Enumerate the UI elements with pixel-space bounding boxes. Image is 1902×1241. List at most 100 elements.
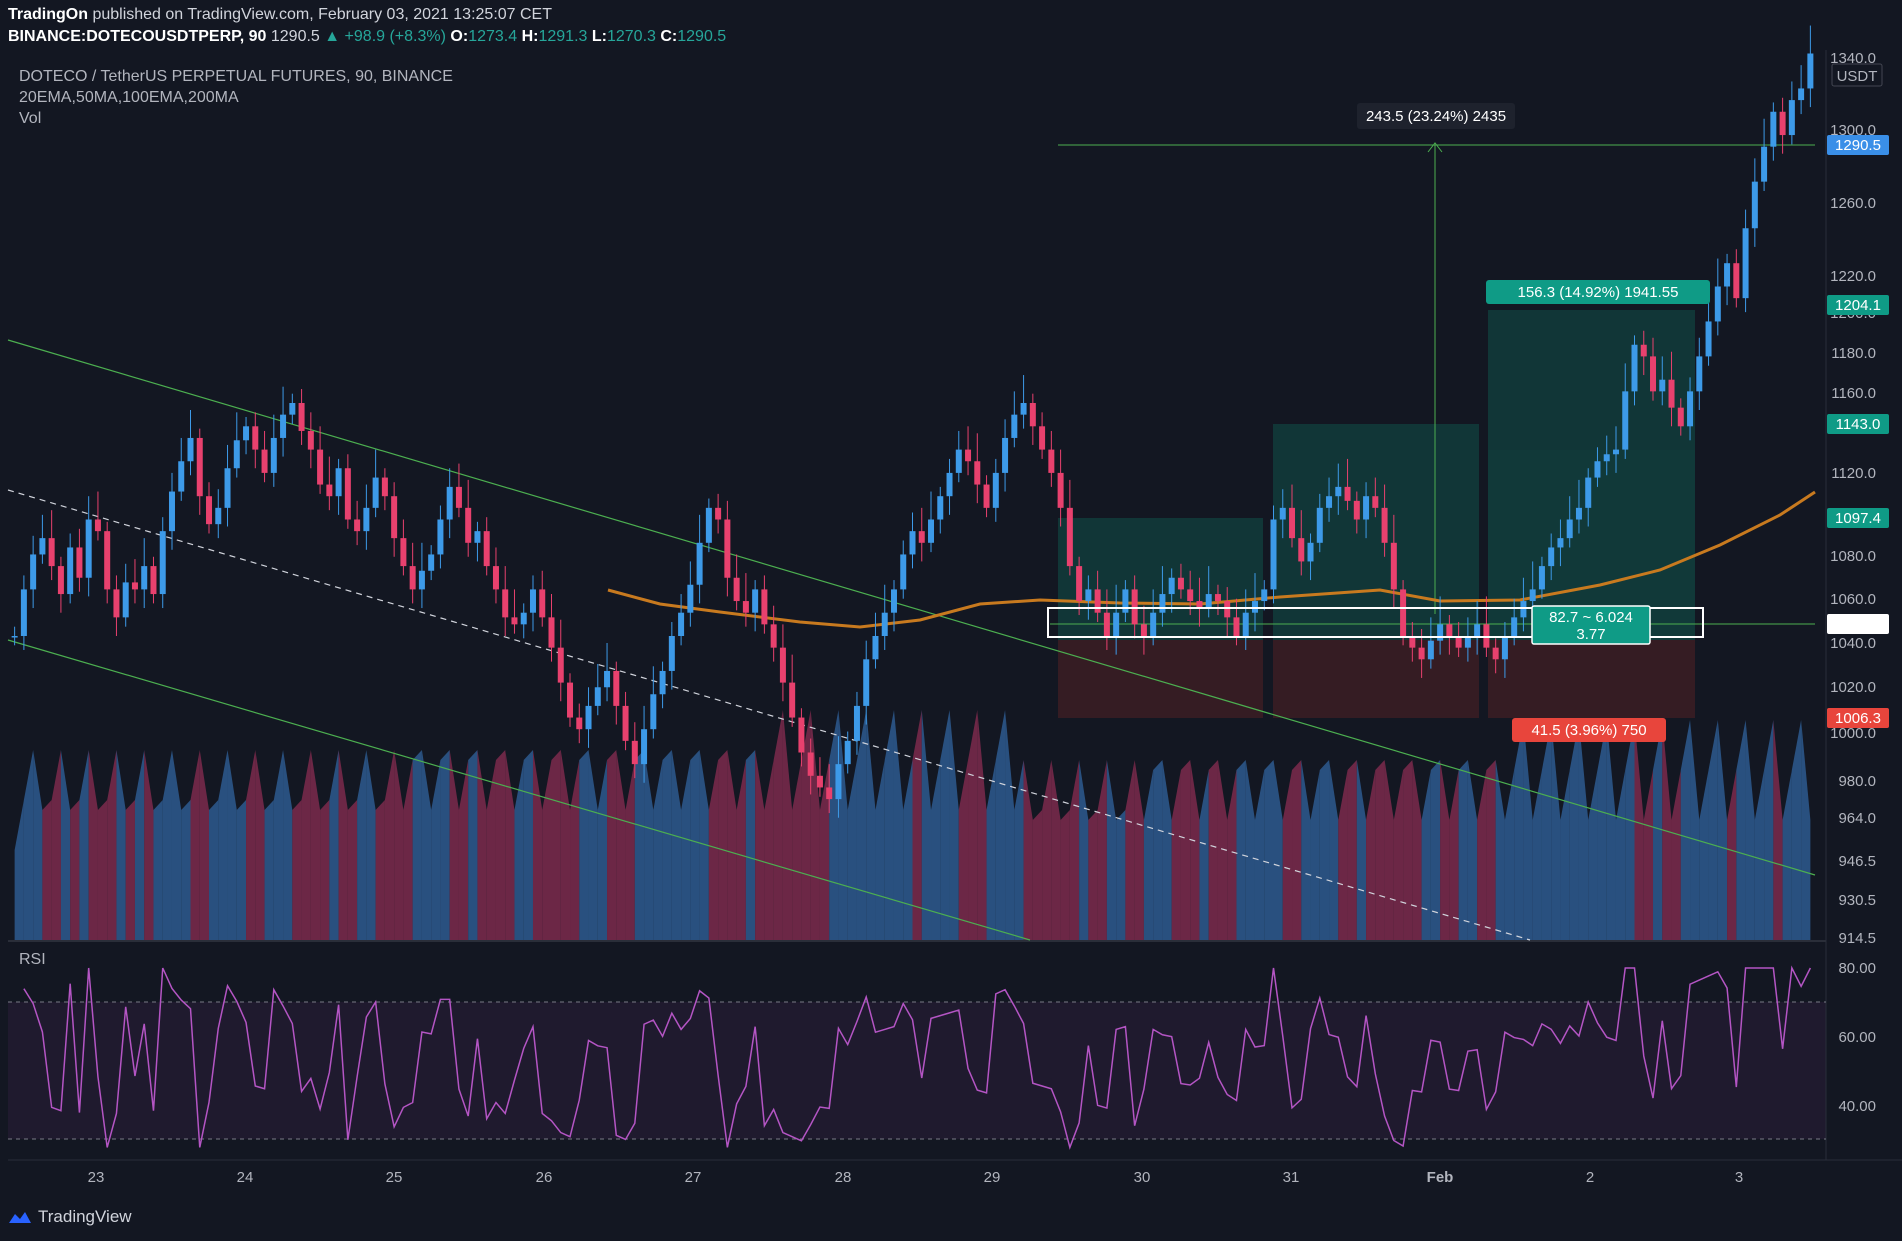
legend-volume[interactable]: Vol <box>19 110 42 127</box>
candle-body <box>224 468 231 508</box>
rsi-axis[interactable]: 80.00 60.00 40.00 <box>1838 960 1876 1115</box>
candle-body <box>1650 356 1657 392</box>
volume-area <box>764 760 774 940</box>
candle-body <box>946 472 953 497</box>
candle-body <box>1159 594 1166 613</box>
volume-area <box>588 750 598 940</box>
volume-area <box>209 800 219 940</box>
candle-body <box>474 531 481 543</box>
price-tag-box <box>1827 295 1889 315</box>
candle-body <box>1270 519 1277 590</box>
volume-area <box>1042 760 1052 940</box>
time-axis[interactable]: 23 24 25 26 27 28 29 30 31 Feb 2 3 <box>88 1169 1744 1186</box>
price-tag-label: 1047.8 <box>1835 616 1881 633</box>
price-tags: 1290.5 1204.1 1143.0 1097.4 1047.8 1006.3 <box>1827 135 1889 728</box>
candle-body <box>520 612 527 625</box>
candle-body <box>965 449 972 462</box>
candle-body <box>696 542 703 585</box>
volume-area <box>1393 770 1404 940</box>
volume-area <box>884 710 894 940</box>
low-value: 1270.3 <box>606 28 656 45</box>
volume-area <box>1791 720 1802 940</box>
volume-area <box>662 750 672 940</box>
tradingview-logo-icon[interactable] <box>8 1209 32 1225</box>
volume-area <box>625 760 635 940</box>
volume-area <box>79 750 89 940</box>
trendlines <box>7 142 1816 941</box>
volume-area <box>1671 770 1681 940</box>
legend-indicators[interactable]: 20EMA,50MA,100EMA,200MA <box>19 89 239 106</box>
volume-area <box>495 750 506 940</box>
volume-area <box>42 800 52 940</box>
volume-area <box>551 750 561 940</box>
volume-area <box>23 750 34 940</box>
candle-body <box>1039 426 1046 450</box>
time-tick-label: 25 <box>386 1169 403 1186</box>
volume-area <box>903 760 913 940</box>
candle-body <box>1538 566 1545 590</box>
volume-area <box>60 750 71 940</box>
time-tick-label: 29 <box>984 1169 1001 1186</box>
candle-body <box>779 647 786 683</box>
candle-body <box>354 519 361 532</box>
candle-body <box>76 547 83 578</box>
candle-body <box>724 519 731 578</box>
volume-area <box>162 750 172 940</box>
candle-body <box>1575 507 1582 520</box>
volume-area <box>1069 760 1080 940</box>
candle-body <box>557 647 564 683</box>
candle-body <box>1224 601 1231 618</box>
candle-body <box>1761 146 1768 182</box>
candle-body <box>1511 617 1518 636</box>
volume-area <box>1227 770 1237 940</box>
candle-body <box>1205 594 1212 609</box>
candle-body <box>187 437 194 462</box>
volume-area <box>745 750 756 940</box>
volume-area <box>708 760 719 940</box>
candle-body <box>752 589 759 613</box>
time-tick-label: 3 <box>1735 1169 1743 1186</box>
rsi-title[interactable]: RSI <box>19 951 46 968</box>
candle-body <box>344 468 351 520</box>
volume-area <box>431 760 441 940</box>
volume-area <box>912 710 922 940</box>
candle-body <box>94 519 101 532</box>
loss-zone <box>1488 640 1695 718</box>
volume-area <box>819 760 830 940</box>
volume-area <box>1523 720 1533 940</box>
volume-area <box>292 800 302 940</box>
open-label: O: <box>450 28 469 45</box>
candle-body <box>67 547 74 595</box>
legend-title[interactable]: DOTECO / TetherUS PERPETUAL FUTURES, 90,… <box>19 68 453 85</box>
candle-body <box>1742 228 1749 299</box>
volume-area <box>1440 760 1450 940</box>
price-tick-label: 1080.0 <box>1830 548 1876 565</box>
volume-area <box>1023 760 1033 940</box>
entry-ratio-label: 82.7 ~ 6.024 <box>1549 609 1633 626</box>
candle-body <box>20 589 27 636</box>
candle-body <box>1594 461 1601 478</box>
price-tag-label: 1097.4 <box>1835 510 1881 527</box>
footer-brand[interactable]: TradingView <box>38 1207 132 1226</box>
volume-layer <box>14 710 1811 940</box>
price-tick-label: 980.0 <box>1838 773 1876 790</box>
unit-box <box>1831 63 1883 87</box>
volume-area <box>236 800 247 940</box>
candle-body <box>502 589 509 618</box>
candle-body <box>307 430 314 450</box>
candle-body <box>1150 612 1157 636</box>
price-tick-label: 1260.0 <box>1830 195 1876 212</box>
candle-body <box>1011 414 1018 438</box>
volume-area <box>1736 720 1746 940</box>
volume-area <box>856 710 867 940</box>
close-label: C: <box>660 28 678 45</box>
price-axis[interactable]: 1340.01300.01260.01220.01200.01180.01160… <box>1830 50 1883 947</box>
candle-body <box>280 414 287 438</box>
candle-body <box>576 717 583 730</box>
candle-body <box>1363 496 1370 520</box>
publisher-name[interactable]: TradingOn <box>8 6 88 23</box>
volume-area <box>403 760 413 940</box>
volume-area <box>1329 760 1339 940</box>
candle-body <box>863 659 870 706</box>
